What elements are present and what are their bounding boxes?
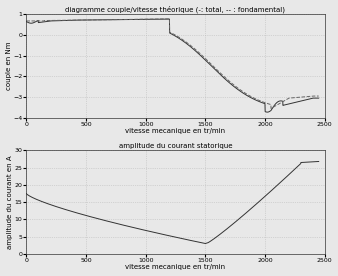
Title: diagramme couple/vitesse théorique (-: total, -- : fondamental): diagramme couple/vitesse théorique (-: t… — [66, 6, 286, 13]
Title: amplitude du courant statorique: amplitude du courant statorique — [119, 143, 232, 149]
Y-axis label: couple en Nm: couple en Nm — [5, 42, 11, 90]
X-axis label: vitesse mecanique en tr/min: vitesse mecanique en tr/min — [125, 264, 225, 270]
X-axis label: vitesse mecanique en tr/min: vitesse mecanique en tr/min — [125, 128, 225, 134]
Y-axis label: amplitude du courant en A: amplitude du courant en A — [7, 155, 13, 249]
